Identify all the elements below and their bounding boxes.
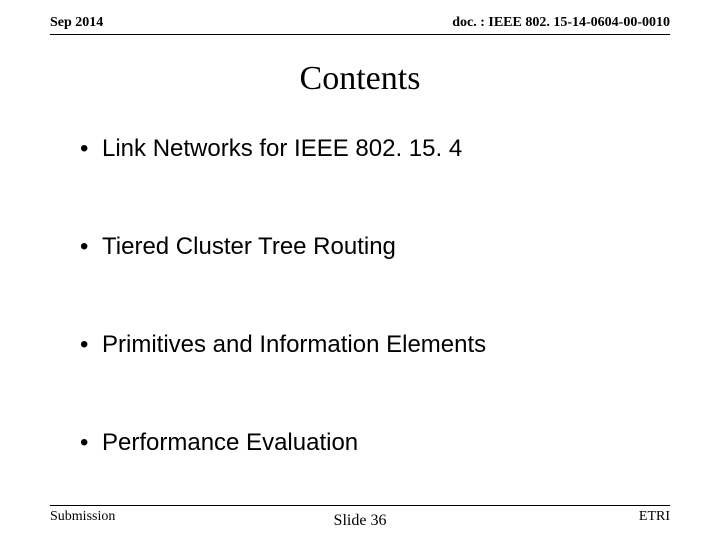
bullet-item: Link Networks for IEEE 802. 15. 4: [80, 135, 670, 163]
header-doc-id: doc. : IEEE 802. 15-14-0604-00-0010: [452, 15, 670, 31]
footer-slide-number: Slide 36: [334, 512, 387, 530]
footer-right: ETRI: [639, 509, 670, 525]
bullet-item: Performance Evaluation: [80, 429, 670, 457]
footer-left: Submission: [50, 509, 115, 525]
page-title: Contents: [0, 60, 720, 98]
content-area: Link Networks for IEEE 802. 15. 4 Tiered…: [80, 135, 670, 527]
footer-bar: Submission Slide 36 ETRI: [50, 505, 670, 525]
header-bar: Sep 2014 doc. : IEEE 802. 15-14-0604-00-…: [50, 15, 670, 35]
bullet-item: Primitives and Information Elements: [80, 331, 670, 359]
bullet-item: Tiered Cluster Tree Routing: [80, 233, 670, 261]
header-date: Sep 2014: [50, 15, 103, 31]
